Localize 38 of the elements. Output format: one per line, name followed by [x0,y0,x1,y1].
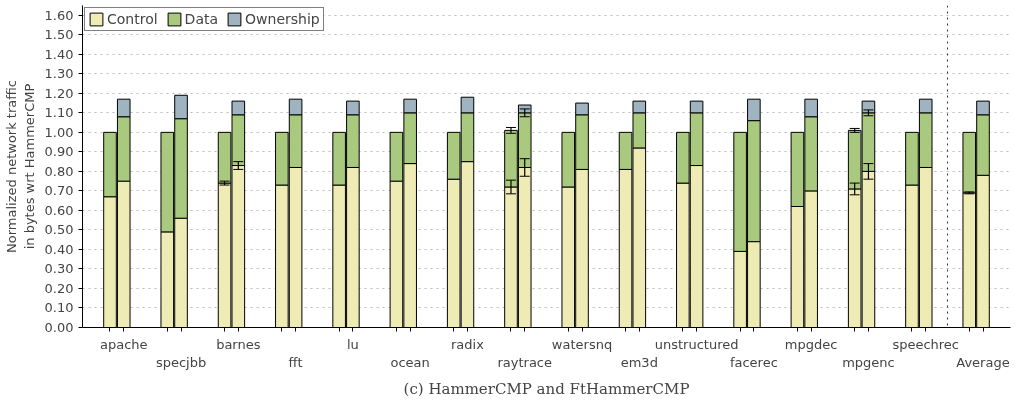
y-tick-label: 0.50 [44,222,74,238]
y-tick-label: 1.40 [44,46,74,62]
y-tick-label: 0.60 [44,202,74,218]
legend-label: Data [184,11,219,27]
x-tick-label: watersnq [551,336,613,352]
text: (c) HammerCMP and FtHammerCMP [403,379,690,398]
y-tick-label: 0.30 [44,261,74,277]
x-tick-label: fft [288,354,303,370]
x-tick-label: mpgenc [842,354,895,370]
y-axis-title: Normalized network traffic in bytes wrt HammerCMP [3,80,37,253]
x-tick-label: apache [99,336,148,352]
y-tick-label: 0.20 [44,280,74,296]
x-tick-label: ocean [390,354,430,370]
y-tick-label: 1.10 [44,105,74,121]
legend-label: Ownership [245,11,320,27]
y-tick-label: 0.00 [44,320,74,335]
x-tick-label: Average [956,354,1010,370]
y-tick-label: 0.40 [44,241,74,257]
y-tick-label: 0.70 [44,183,74,199]
y-tick-label: 1.30 [44,66,74,82]
x-tick-label: facerec [729,354,778,370]
x-tick-label: radix [451,336,485,352]
y-tick-label: 0.80 [44,163,74,179]
x-tick-label: em3d [620,354,658,370]
y-tick-label: 1.20 [44,85,74,101]
y-tick-label: 1.60 [44,7,74,23]
x-tick-label: barnes [216,336,261,352]
y-tick-label: 0.90 [44,144,74,160]
x-tick-label: raytrace [497,354,553,370]
legend-label: Control [107,11,158,27]
x-tick-label: specjbb [155,354,207,370]
x-tick-label: unstructured [654,336,739,352]
y-tick-label: 1.00 [44,124,74,140]
y-tick-label: 0.10 [44,300,74,316]
x-tick-label: speechrec [892,336,960,352]
x-tick-label: lu [346,336,359,352]
y-tick-label: 1.50 [44,27,74,43]
x-tick-label: mpgdec [784,336,838,352]
